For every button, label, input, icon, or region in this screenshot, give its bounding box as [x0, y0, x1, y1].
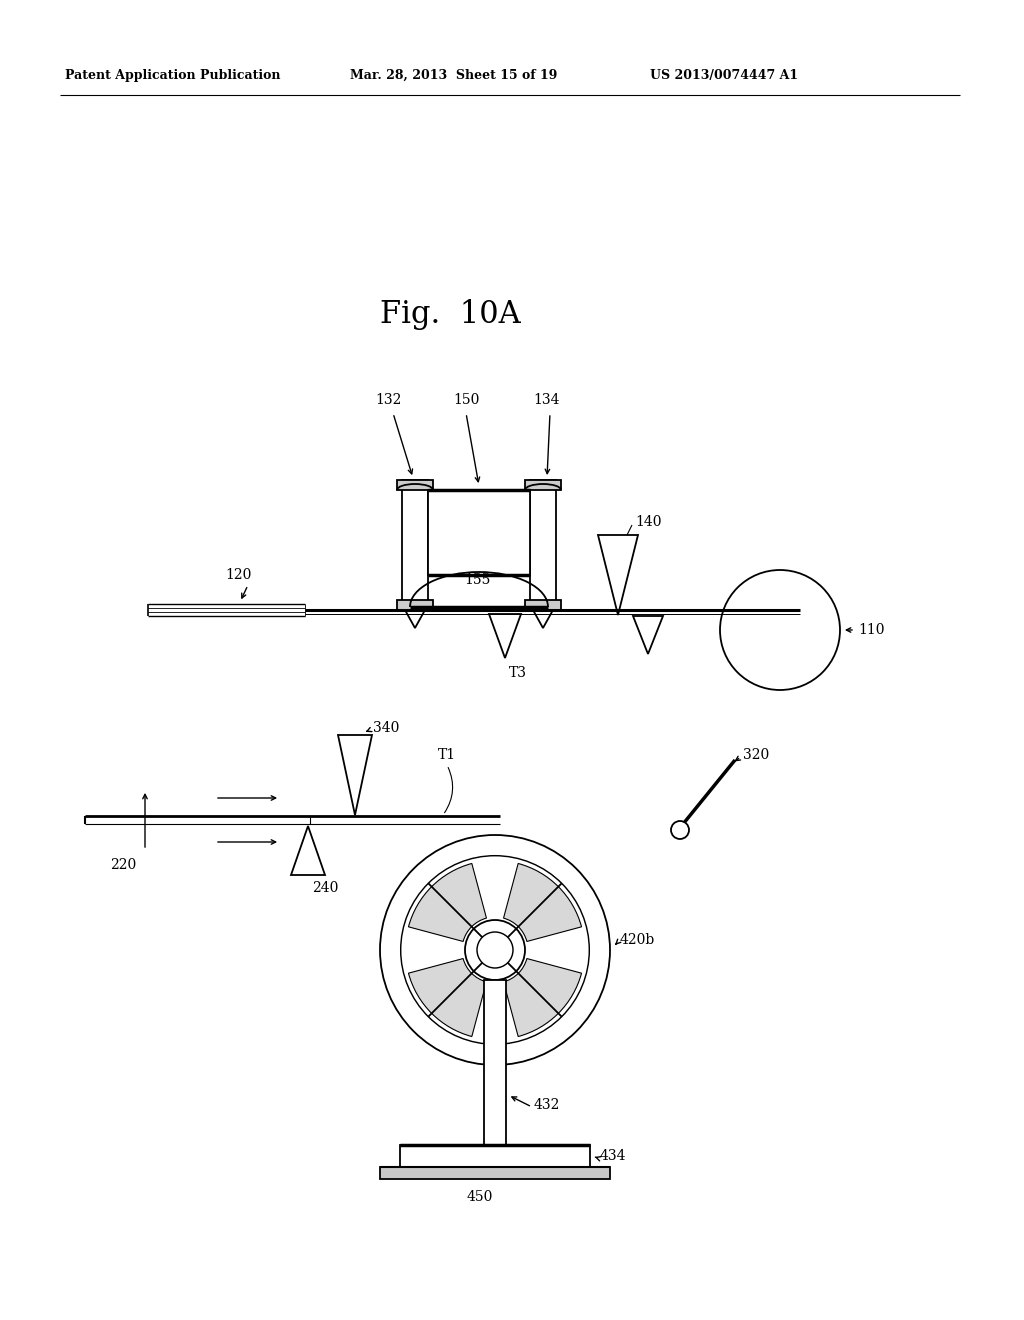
Text: 434: 434 [600, 1148, 627, 1163]
Wedge shape [504, 958, 582, 1036]
Text: 420b: 420b [620, 933, 655, 946]
Wedge shape [409, 863, 486, 941]
Wedge shape [409, 958, 486, 1036]
Circle shape [465, 920, 525, 979]
Text: 110: 110 [858, 623, 885, 638]
Text: T3: T3 [509, 667, 527, 680]
Polygon shape [598, 535, 638, 615]
Bar [484, 979, 506, 1144]
Text: 320: 320 [743, 748, 769, 762]
Circle shape [400, 855, 589, 1044]
Circle shape [380, 836, 610, 1065]
Text: 120: 120 [225, 568, 251, 582]
Text: 150: 150 [453, 393, 479, 407]
Bar [402, 480, 428, 610]
Bar [400, 1144, 590, 1167]
Text: US 2013/0074447 A1: US 2013/0074447 A1 [650, 69, 798, 82]
Circle shape [477, 932, 513, 968]
Polygon shape [338, 735, 372, 814]
Polygon shape [489, 614, 521, 657]
Text: 132: 132 [375, 393, 401, 407]
Text: Fig.  10A: Fig. 10A [380, 300, 520, 330]
Text: 140: 140 [635, 515, 662, 529]
Text: 340: 340 [373, 721, 399, 735]
Polygon shape [291, 826, 325, 875]
Bar [380, 1167, 610, 1179]
Polygon shape [633, 616, 663, 653]
Text: T1: T1 [438, 748, 456, 762]
Text: Mar. 28, 2013  Sheet 15 of 19: Mar. 28, 2013 Sheet 15 of 19 [350, 69, 557, 82]
Bar [397, 601, 433, 610]
Text: 220: 220 [110, 858, 136, 873]
Circle shape [720, 570, 840, 690]
Text: 134: 134 [534, 393, 559, 407]
Bar [428, 490, 530, 576]
Text: 240: 240 [312, 880, 338, 895]
Bar [525, 601, 561, 610]
Text: 155: 155 [464, 573, 490, 587]
Bar [525, 480, 561, 490]
Bar [530, 480, 556, 610]
Polygon shape [406, 610, 425, 628]
Text: 450: 450 [467, 1191, 494, 1204]
Circle shape [671, 821, 689, 840]
Polygon shape [534, 610, 553, 628]
Wedge shape [504, 863, 582, 941]
Text: Patent Application Publication: Patent Application Publication [65, 69, 281, 82]
Bar [397, 480, 433, 490]
Text: 432: 432 [534, 1098, 560, 1111]
